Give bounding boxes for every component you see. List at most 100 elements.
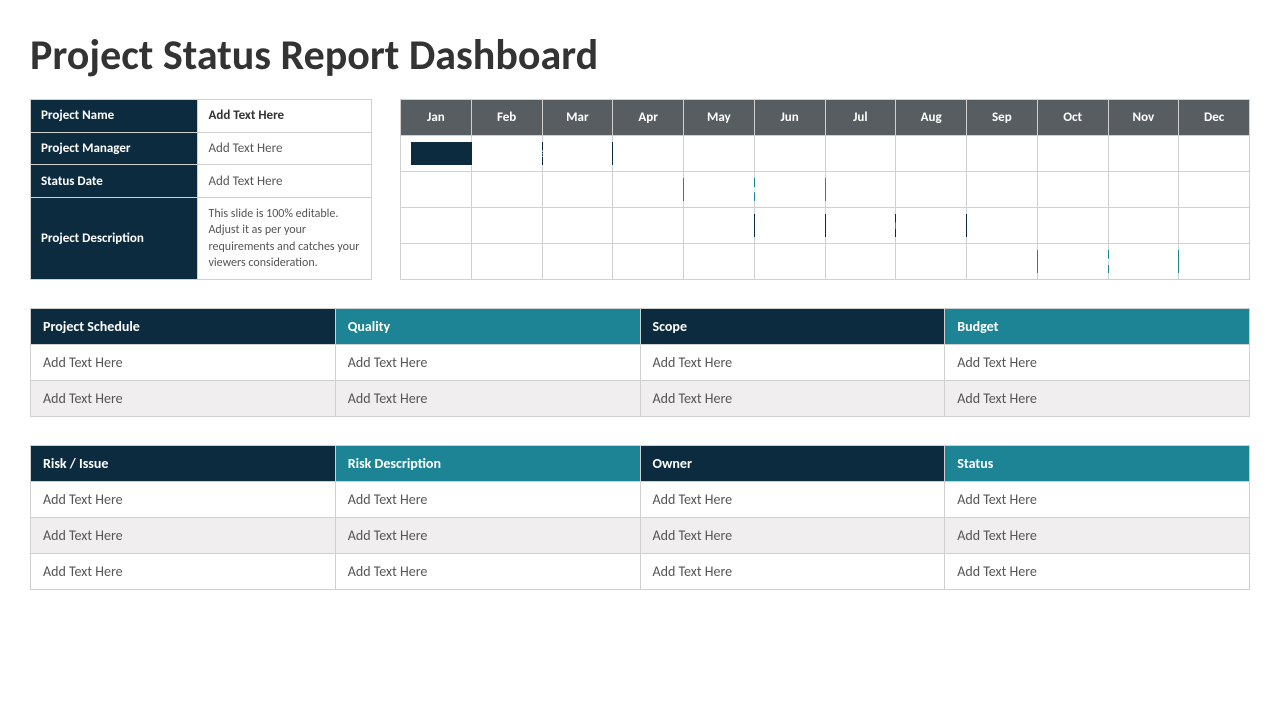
top-section: Project NameAdd Text HereProject Manager… (30, 99, 1250, 280)
gantt-cell (754, 208, 825, 244)
gantt-cell (1179, 244, 1250, 280)
info-value[interactable]: This slide is 100% editable. Adjust it a… (198, 198, 372, 280)
column-header: Owner (640, 446, 945, 482)
gantt-month-header: Jun (754, 100, 825, 136)
info-label: Project Name (31, 100, 198, 133)
gantt-cell (684, 172, 755, 208)
gantt-cell (1108, 244, 1179, 280)
gantt-month-header: Mar (542, 100, 613, 136)
gantt-cell: Development (401, 172, 472, 208)
table-cell[interactable]: Add Text Here (335, 554, 640, 590)
table-cell[interactable]: Add Text Here (31, 554, 336, 590)
table-cell[interactable]: Add Text Here (945, 554, 1250, 590)
gantt-cell: Analysis (401, 136, 472, 172)
gantt-cell (825, 208, 896, 244)
table-cell[interactable]: Add Text Here (945, 518, 1250, 554)
column-header: Status (945, 446, 1250, 482)
gantt-cell (613, 172, 684, 208)
project-info-table: Project NameAdd Text HereProject Manager… (30, 99, 372, 280)
table-cell[interactable]: Add Text Here (640, 554, 945, 590)
table-cell[interactable]: Add Text Here (31, 482, 336, 518)
gantt-cell (967, 136, 1038, 172)
gantt-month-header: May (684, 100, 755, 136)
gantt-cell (684, 208, 755, 244)
column-header: Quality (335, 309, 640, 345)
gantt-cell (542, 172, 613, 208)
gantt-cell (613, 244, 684, 280)
table-cell[interactable]: Add Text Here (31, 345, 336, 381)
gantt-cell: Testing (401, 208, 472, 244)
table-cell[interactable]: Add Text Here (640, 482, 945, 518)
info-value[interactable]: Add Text Here (198, 132, 372, 165)
table-cell[interactable]: Add Text Here (335, 381, 640, 417)
gantt-cell (896, 208, 967, 244)
column-header: Project Schedule (31, 309, 336, 345)
gantt-cell (1179, 208, 1250, 244)
info-label: Project Description (31, 198, 198, 280)
gantt-cell (825, 244, 896, 280)
gantt-cell (754, 244, 825, 280)
gantt-cell (542, 208, 613, 244)
table-cell[interactable]: Add Text Here (31, 518, 336, 554)
column-header: Budget (945, 309, 1250, 345)
gantt-cell (967, 244, 1038, 280)
gantt-month-header: Feb (471, 100, 542, 136)
gantt-cell: Launch (401, 244, 472, 280)
gantt-cell (825, 172, 896, 208)
gantt-month-header: Jan (401, 100, 472, 136)
gantt-cell (754, 136, 825, 172)
gantt-cell (542, 136, 613, 172)
table-cell[interactable]: Add Text Here (945, 482, 1250, 518)
gantt-cell (1108, 208, 1179, 244)
gantt-cell (471, 208, 542, 244)
info-label: Status Date (31, 165, 198, 198)
info-label: Project Manager (31, 132, 198, 165)
info-value[interactable]: Add Text Here (198, 165, 372, 198)
gantt-cell (896, 244, 967, 280)
gantt-cell (1179, 172, 1250, 208)
gantt-cell (1179, 136, 1250, 172)
gantt-cell (684, 244, 755, 280)
info-value[interactable]: Add Text Here (198, 100, 372, 133)
schedule-table: Project ScheduleQualityScopeBudget Add T… (30, 308, 1250, 417)
gantt-cell (1037, 244, 1108, 280)
gantt-cell (825, 136, 896, 172)
gantt-month-header: Sep (967, 100, 1038, 136)
column-header: Risk Description (335, 446, 640, 482)
gantt-cell (471, 244, 542, 280)
page-title: Project Status Report Dashboard (30, 30, 1250, 81)
gantt-cell (967, 172, 1038, 208)
column-header: Risk / Issue (31, 446, 336, 482)
gantt-chart: JanFebMarAprMayJunJulAugSepOctNovDec Ana… (400, 99, 1250, 280)
table-cell[interactable]: Add Text Here (945, 381, 1250, 417)
gantt-cell (1108, 136, 1179, 172)
gantt-cell (754, 172, 825, 208)
table-cell[interactable]: Add Text Here (945, 345, 1250, 381)
gantt-month-header: Aug (896, 100, 967, 136)
risk-table: Risk / IssueRisk DescriptionOwnerStatus … (30, 445, 1250, 590)
gantt-cell (542, 244, 613, 280)
gantt-cell (896, 136, 967, 172)
gantt-month-header: Dec (1179, 100, 1250, 136)
table-cell[interactable]: Add Text Here (640, 345, 945, 381)
table-cell[interactable]: Add Text Here (335, 482, 640, 518)
table-cell[interactable]: Add Text Here (335, 345, 640, 381)
gantt-cell (684, 136, 755, 172)
gantt-month-header: Jul (825, 100, 896, 136)
gantt-cell (1037, 172, 1108, 208)
gantt-cell (613, 136, 684, 172)
table-cell[interactable]: Add Text Here (640, 381, 945, 417)
gantt-cell (1037, 208, 1108, 244)
gantt-cell (1037, 136, 1108, 172)
table-cell[interactable]: Add Text Here (335, 518, 640, 554)
gantt-cell (896, 172, 967, 208)
gantt-cell (471, 172, 542, 208)
gantt-month-header: Oct (1037, 100, 1108, 136)
table-cell[interactable]: Add Text Here (31, 381, 336, 417)
gantt-month-header: Apr (613, 100, 684, 136)
table-cell[interactable]: Add Text Here (640, 518, 945, 554)
gantt-cell (967, 208, 1038, 244)
column-header: Scope (640, 309, 945, 345)
gantt-cell (1108, 172, 1179, 208)
gantt-cell (613, 208, 684, 244)
